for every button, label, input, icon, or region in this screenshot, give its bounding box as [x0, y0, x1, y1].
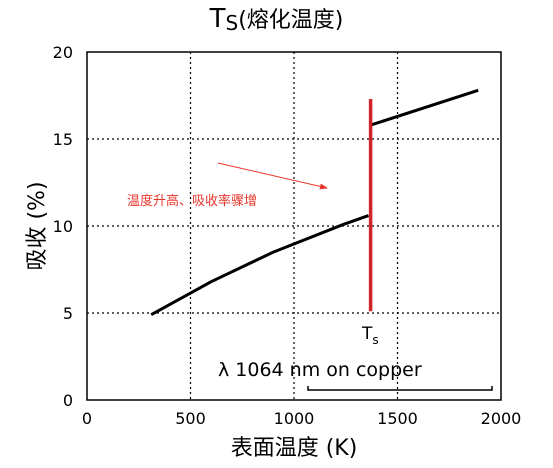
y-tick-label: 10 — [53, 217, 73, 236]
title-subscript: S — [225, 11, 239, 35]
plot-frame — [86, 51, 502, 401]
axis-ticks: 0 500 1000 1500 2000 0 5 10 15 20 — [53, 43, 522, 428]
ts-marker-main: T — [361, 324, 373, 344]
x-tick-label: 0 — [82, 409, 92, 428]
wavelength-bracket — [307, 386, 493, 391]
x-tick-label: 500 — [175, 409, 206, 428]
x-tick-label: 1500 — [377, 409, 418, 428]
y-tick-label: 20 — [53, 43, 73, 62]
title-suffix: (熔化温度) — [238, 8, 344, 33]
y-tick-label: 5 — [63, 304, 73, 323]
y-tick-label: 0 — [63, 391, 73, 410]
y-axis-label: 吸收 (%) — [25, 181, 50, 270]
ts-marker-sub: s — [372, 333, 378, 347]
absorption-series-2 — [370, 88, 479, 127]
chart-title: TS(熔化温度) — [0, 2, 553, 35]
annotation-text: 温度升高、吸收率骤增 — [127, 193, 257, 209]
absorption-series-1 — [150, 214, 369, 317]
y-tick-label: 15 — [53, 130, 73, 149]
x-axis-label: 表面温度 (K) — [231, 436, 358, 461]
ts-marker-label: Ts — [361, 324, 379, 347]
grid — [87, 52, 501, 400]
x-tick-label: 2000 — [481, 409, 522, 428]
x-tick-label: 1000 — [274, 409, 315, 428]
series-group — [150, 88, 479, 317]
wavelength-note: λ 1064 nm on copper — [218, 359, 422, 381]
annotation-arrow — [217, 162, 328, 190]
title-symbol: T — [209, 4, 226, 34]
